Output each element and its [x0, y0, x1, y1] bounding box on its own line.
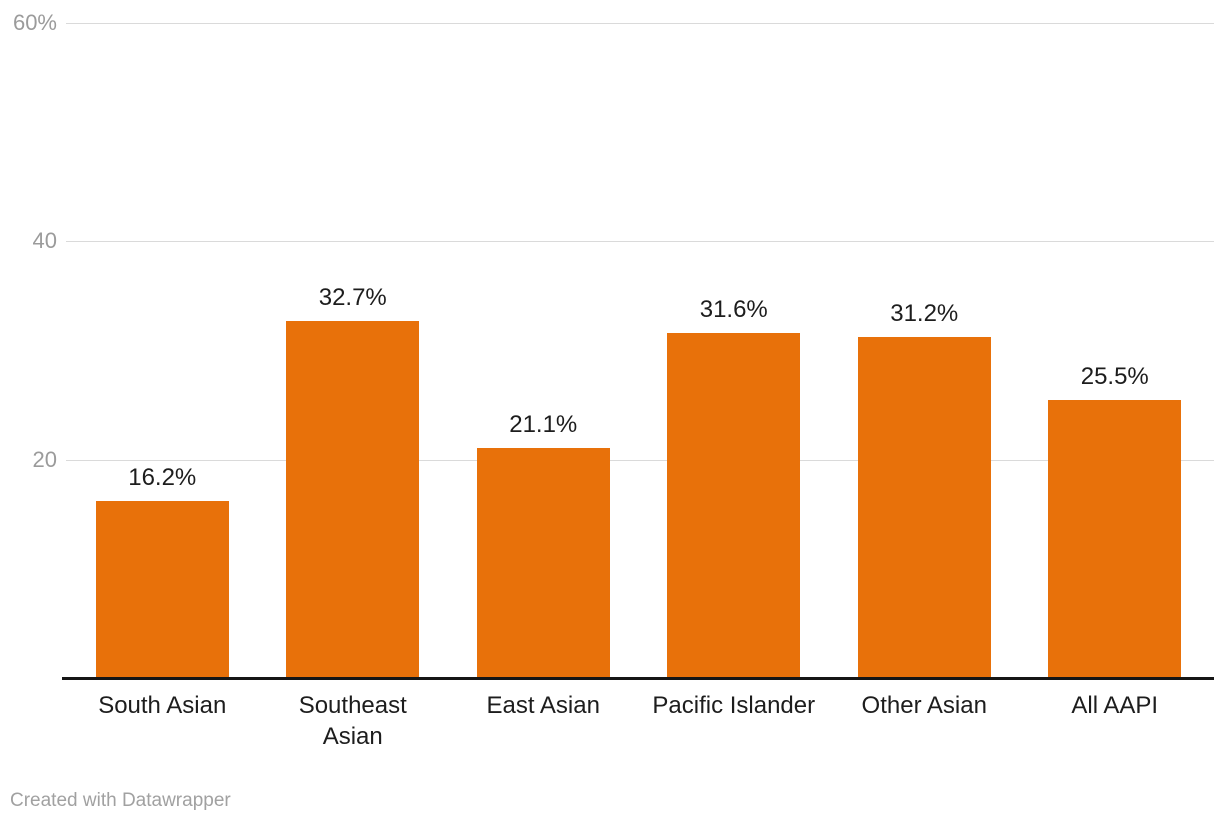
gridline-60	[66, 23, 1214, 24]
y-tick-label-20: 20	[32, 446, 57, 472]
bar-value-label-other-asian: 31.2%	[890, 300, 959, 328]
bar-pacific-islander	[667, 333, 801, 678]
x-axis-label-south-asian: South Asian	[98, 692, 227, 719]
bar-value-label-east-asian: 21.1%	[509, 410, 578, 438]
x-axis-label-southeast-asian: Southeast Asian	[298, 692, 407, 750]
bar-value-label-all-aapi: 25.5%	[1080, 362, 1149, 390]
y-tick-label-40: 40	[32, 228, 57, 254]
bar-other-asian	[857, 337, 991, 678]
bar-southeast-asian	[286, 321, 420, 678]
bar-value-label-south-asian: 16.2%	[128, 464, 197, 492]
gridline-20	[66, 459, 1214, 461]
x-axis-label-pacific-islander: Pacific Islander	[652, 692, 816, 719]
bar-value-label-pacific-islander: 31.6%	[699, 296, 768, 324]
bar-east-asian	[476, 447, 610, 678]
x-axis-label-other-asian: Other Asian	[861, 692, 987, 719]
datawrapper-credit-link[interactable]: Created with Datawrapper	[10, 790, 231, 811]
gridline-40	[66, 241, 1214, 243]
x-axis-label-east-asian: East Asian	[486, 692, 600, 719]
x-axis-line	[62, 677, 1214, 680]
bar-south-asian	[95, 501, 229, 678]
bar-value-label-southeast-asian: 32.7%	[318, 284, 387, 312]
bar-all-aapi	[1048, 399, 1182, 678]
y-tick-label-60: 60%	[12, 10, 57, 35]
x-axis-label-all-aapi: All AAPI	[1071, 692, 1159, 719]
